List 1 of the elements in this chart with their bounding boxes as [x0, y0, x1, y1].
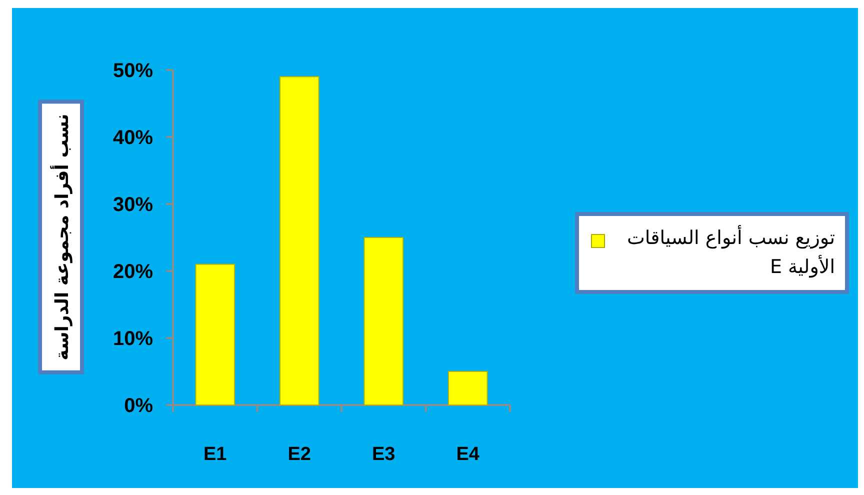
ylabel: نسب أفراد مجموعة الدراسة — [52, 114, 73, 360]
